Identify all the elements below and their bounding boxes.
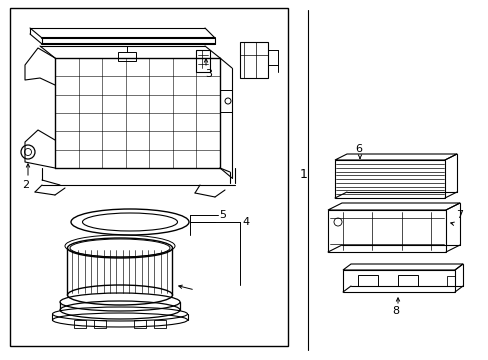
Bar bbox=[118, 52, 136, 61]
Bar bbox=[196, 50, 209, 72]
Bar bbox=[357, 275, 377, 286]
Bar bbox=[94, 320, 106, 328]
Bar bbox=[342, 270, 454, 292]
Text: 6: 6 bbox=[354, 144, 361, 154]
Bar bbox=[10, 8, 287, 346]
Text: 4: 4 bbox=[242, 217, 248, 227]
Bar bbox=[220, 90, 231, 112]
Bar bbox=[397, 275, 417, 286]
Bar bbox=[334, 160, 444, 198]
Text: 1: 1 bbox=[299, 168, 307, 181]
Text: 8: 8 bbox=[391, 306, 398, 316]
Bar bbox=[134, 320, 146, 328]
Bar bbox=[154, 320, 165, 328]
Text: 3: 3 bbox=[204, 69, 212, 79]
Bar bbox=[74, 320, 86, 328]
Text: 2: 2 bbox=[22, 180, 29, 190]
Bar bbox=[446, 276, 454, 286]
Bar bbox=[327, 210, 445, 252]
Bar bbox=[240, 42, 267, 78]
Text: 5: 5 bbox=[219, 210, 225, 220]
Text: 7: 7 bbox=[455, 210, 462, 220]
